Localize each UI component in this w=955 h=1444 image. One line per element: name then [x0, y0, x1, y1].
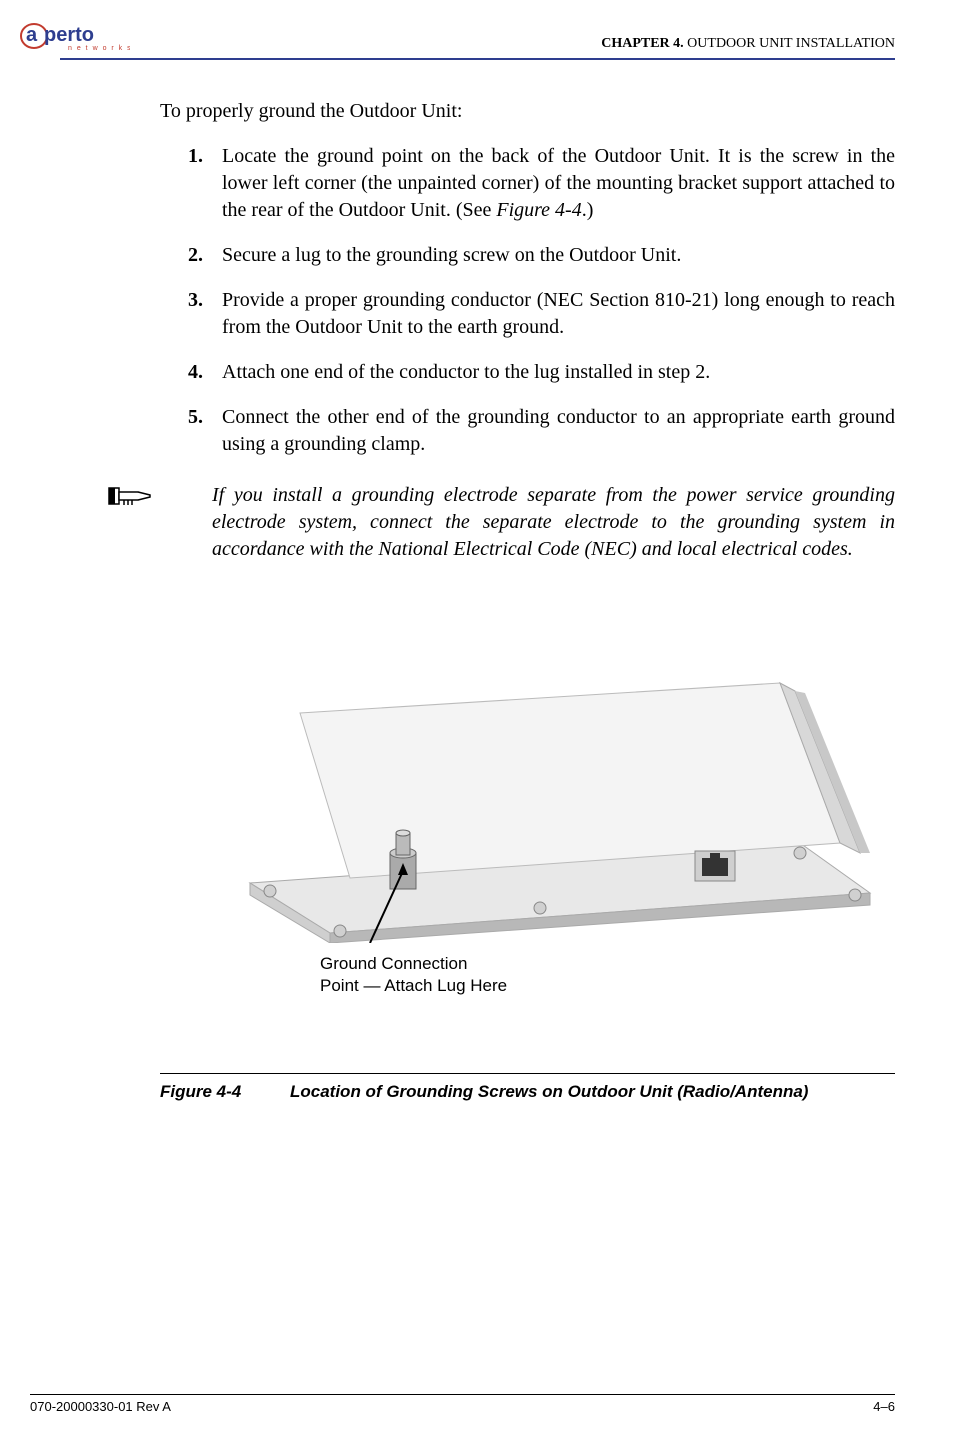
- chapter-title-text: OUTDOOR UNIT INSTALLATION: [684, 36, 895, 51]
- page-footer: 070-20000330-01 Rev A 4–6: [30, 1394, 895, 1414]
- step-item: 5. Connect the other end of the groundin…: [188, 404, 895, 458]
- figure-container: Ground Connection Point — Attach Lug Her…: [160, 653, 895, 1043]
- footer-rule: [30, 1394, 895, 1395]
- step-number: 3.: [188, 287, 222, 341]
- doc-revision: 070-20000330-01 Rev A: [30, 1399, 171, 1414]
- step-text: Provide a proper grounding conductor (NE…: [222, 287, 895, 341]
- svg-text:a: a: [26, 24, 38, 46]
- page-number: 4–6: [873, 1399, 895, 1414]
- step-number: 5.: [188, 404, 222, 458]
- chapter-prefix: CHAPTER 4.: [601, 36, 683, 51]
- step-number: 4.: [188, 359, 222, 386]
- step-number: 1.: [188, 143, 222, 224]
- pointing-hand-icon: [108, 482, 160, 563]
- device-illustration: [240, 653, 880, 943]
- figure-rule: [160, 1073, 895, 1074]
- figure-callout-label: Ground Connection Point — Attach Lug Her…: [320, 953, 507, 997]
- step-text: Connect the other end of the grounding c…: [222, 404, 895, 458]
- step-text: Locate the ground point on the back of t…: [222, 143, 895, 224]
- svg-text:perto: perto: [44, 24, 94, 46]
- figure-number: Figure 4-4: [160, 1082, 290, 1102]
- brand-logo: a perto n e t w o r k s: [20, 20, 130, 52]
- step-item: 4. Attach one end of the conductor to th…: [188, 359, 895, 386]
- note-text: If you install a grounding electrode sep…: [170, 482, 895, 563]
- chapter-header: CHAPTER 4. OUTDOOR UNIT INSTALLATION: [601, 36, 895, 52]
- lead-paragraph: To properly ground the Outdoor Unit:: [160, 100, 895, 123]
- step-item: 2. Secure a lug to the grounding screw o…: [188, 242, 895, 269]
- figure-caption-text: Location of Grounding Screws on Outdoor …: [290, 1082, 808, 1102]
- figure-caption: Figure 4-4 Location of Grounding Screws …: [160, 1082, 895, 1102]
- step-item: 3. Provide a proper grounding conductor …: [188, 287, 895, 341]
- step-text: Secure a lug to the grounding screw on t…: [222, 242, 895, 269]
- step-item: 1. Locate the ground point on the back o…: [188, 143, 895, 224]
- procedure-list: 1. Locate the ground point on the back o…: [160, 143, 895, 458]
- svg-text:n e t w o r k s: n e t w o r k s: [68, 45, 130, 52]
- note-callout: If you install a grounding electrode sep…: [160, 482, 895, 563]
- step-text: Attach one end of the conductor to the l…: [222, 359, 895, 386]
- step-number: 2.: [188, 242, 222, 269]
